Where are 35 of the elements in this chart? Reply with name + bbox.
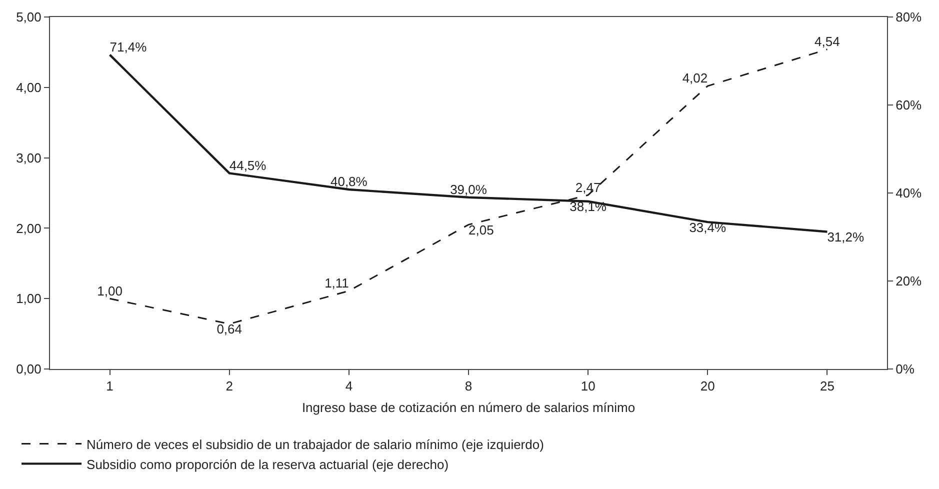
data-label: 1,11 xyxy=(324,276,349,291)
y-tick-label: 0,00 xyxy=(16,362,42,377)
y2-tick-label: 60% xyxy=(896,98,922,113)
data-label: 2,47 xyxy=(575,180,601,195)
data-label: 71,4% xyxy=(110,40,148,55)
y2-tick-label: 0% xyxy=(896,362,915,377)
data-label: 0,64 xyxy=(216,322,242,337)
y2-tick-label: 40% xyxy=(896,186,922,201)
data-label: 4,54 xyxy=(814,34,840,50)
y-tick-label: 3,00 xyxy=(16,150,42,166)
data-label: 44,5% xyxy=(229,158,267,173)
data-label: 39,0% xyxy=(450,182,488,198)
data-label: 1,00 xyxy=(97,283,122,298)
y-tick-label: 4,00 xyxy=(16,80,42,95)
data-label: 38,1% xyxy=(570,199,607,214)
x-tick-label: 4 xyxy=(345,378,353,394)
data-label: 40,8% xyxy=(330,174,368,190)
legend-label: Subsidio como proporción de la reserva actuarial (eje derecho) xyxy=(86,456,449,472)
legend-label: Número de veces el subsidio de un trabajador de salario mínimo (eje izquierdo) xyxy=(86,436,544,452)
y-tick-label: 1,00 xyxy=(16,291,42,306)
x-tick-label: 1 xyxy=(106,378,114,394)
data-label: 33,4% xyxy=(689,220,727,235)
data-label: 2,05 xyxy=(468,222,494,238)
y2-tick-label: 80% xyxy=(896,10,922,25)
data-label: 31,2% xyxy=(827,229,865,244)
x-tick-label: 8 xyxy=(464,378,472,394)
x-axis-title: Ingreso base de cotización en número de salarios mínimo xyxy=(302,400,636,416)
y-tick-label: 5,00 xyxy=(16,10,42,25)
x-tick-label: 25 xyxy=(820,378,834,394)
x-tick-label: 20 xyxy=(700,378,715,394)
y2-tick-label: 20% xyxy=(896,274,922,289)
y-tick-label: 2,00 xyxy=(16,220,42,236)
x-tick-label: 2 xyxy=(226,378,233,394)
x-tick-label: 10 xyxy=(580,378,596,394)
data-label: 4,02 xyxy=(682,70,708,86)
